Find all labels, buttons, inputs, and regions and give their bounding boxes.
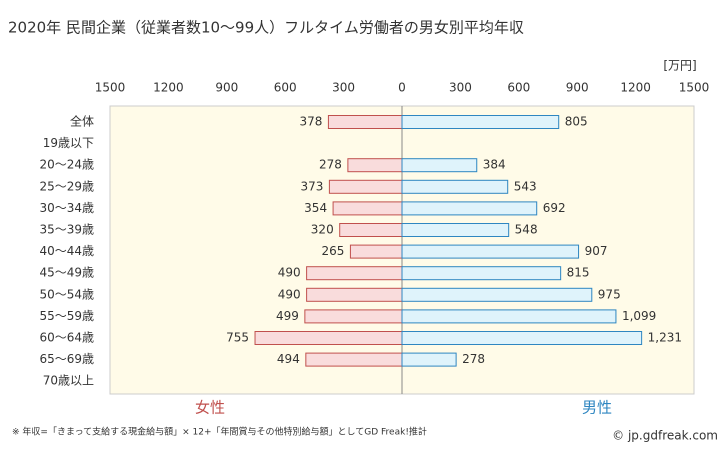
value-label: 278 xyxy=(319,158,342,172)
value-label: 490 xyxy=(278,287,301,301)
bar xyxy=(401,244,580,259)
bar xyxy=(401,287,593,302)
y-tick-label: 19歳以下 xyxy=(43,136,94,150)
x-tick-label: 600 xyxy=(274,81,297,95)
y-tick-label: 65〜69歳 xyxy=(39,352,94,366)
credit: © jp.gdfreak.com xyxy=(612,429,718,443)
y-tick-label: 35〜39歳 xyxy=(39,223,94,237)
bar xyxy=(332,201,403,216)
value-label: 1,231 xyxy=(648,331,682,345)
bar xyxy=(401,352,457,367)
bar xyxy=(401,158,478,173)
y-tick-label: 全体 xyxy=(70,114,94,129)
bar xyxy=(401,179,509,194)
y-tick-label: 40〜44歳 xyxy=(39,244,94,258)
value-label: 1,099 xyxy=(622,309,656,323)
x-tick-label: 1500 xyxy=(679,81,710,95)
x-tick-label: 300 xyxy=(332,81,355,95)
x-tick-label: 1500 xyxy=(95,81,126,95)
unit-label: [万円] xyxy=(663,59,696,73)
value-label: 384 xyxy=(483,158,506,172)
value-label: 815 xyxy=(567,266,590,280)
bar xyxy=(401,266,562,281)
y-tick-label: 30〜34歳 xyxy=(39,201,94,215)
value-label: 975 xyxy=(598,287,621,301)
value-label: 494 xyxy=(277,352,300,366)
y-tick-label: 45〜49歳 xyxy=(39,266,94,280)
value-label: 907 xyxy=(585,244,608,258)
y-tick-label: 60〜64歳 xyxy=(39,331,94,345)
x-tick-label: 0 xyxy=(398,81,406,95)
bar xyxy=(401,201,538,216)
y-tick-label: 20〜24歳 xyxy=(39,158,94,172)
bar xyxy=(349,244,403,259)
bar xyxy=(306,266,403,281)
value-label: 692 xyxy=(543,201,566,215)
value-label: 548 xyxy=(515,223,538,237)
y-tick-label: 70歳以上 xyxy=(43,374,94,388)
chart-title: 2020年 民間企業（従業者数10〜99人）フルタイム労働者の男女別平均年収 xyxy=(8,19,524,37)
value-label: 490 xyxy=(278,266,301,280)
note: ※ 年収=「きまって支給する現金給与額」× 12+「年間賞与その他特別給与額」と… xyxy=(12,426,427,438)
bar xyxy=(339,223,403,237)
value-label: 805 xyxy=(565,115,588,129)
value-label: 320 xyxy=(311,223,334,237)
x-tick-label: 1200 xyxy=(620,81,651,95)
legend-label: 女性 xyxy=(195,399,225,417)
bar xyxy=(347,158,403,173)
bar xyxy=(304,309,403,324)
bar xyxy=(401,331,643,345)
x-tick-label: 600 xyxy=(507,81,530,95)
x-tick-label: 300 xyxy=(449,81,472,95)
bar xyxy=(327,115,403,129)
y-tick-label: 25〜29歳 xyxy=(39,179,94,193)
legend-label: 男性 xyxy=(582,399,612,417)
bar xyxy=(401,115,560,129)
value-label: 755 xyxy=(226,331,249,345)
bar xyxy=(401,309,617,324)
value-label: 543 xyxy=(514,179,537,193)
x-tick-label: 900 xyxy=(566,81,589,95)
value-label: 354 xyxy=(304,201,327,215)
bar xyxy=(306,287,403,302)
value-label: 265 xyxy=(322,244,345,258)
bar xyxy=(254,331,403,345)
x-tick-label: 900 xyxy=(215,81,238,95)
x-tick-label: 1200 xyxy=(153,81,184,95)
value-label: 378 xyxy=(300,115,323,129)
bar xyxy=(328,179,403,194)
value-label: 373 xyxy=(300,179,323,193)
value-label: 278 xyxy=(462,352,485,366)
y-tick-label: 50〜54歳 xyxy=(39,287,94,301)
y-tick-label: 55〜59歳 xyxy=(39,309,94,323)
value-label: 499 xyxy=(276,309,299,323)
bar xyxy=(305,352,403,367)
bar xyxy=(401,223,510,237)
